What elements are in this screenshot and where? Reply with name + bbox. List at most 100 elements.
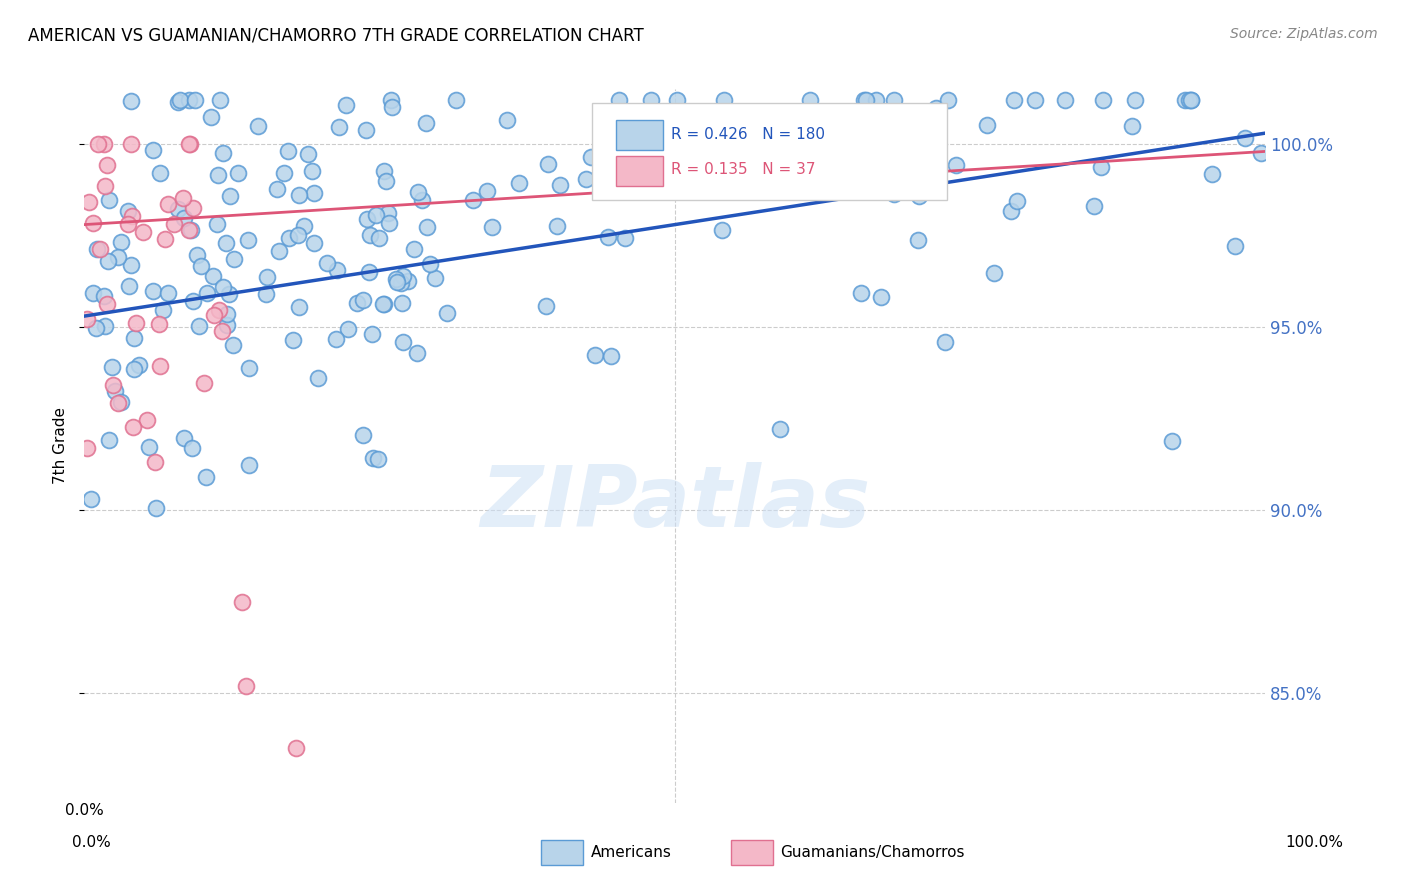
Point [377,206,399,220]
Text: AMERICAN VS GUAMANIAN/CHAMORRO 7TH GRADE CORRELATION CHART: AMERICAN VS GUAMANIAN/CHAMORRO 7TH GRADE… [28,27,644,45]
Point [325,332,347,346]
Point [80,492,103,507]
Point [195,469,218,483]
Point [481,220,503,235]
Point [1161,434,1184,449]
Point [391,268,413,283]
Point [364,208,387,222]
Point [575,172,598,186]
Point [599,349,621,363]
Point [121,209,143,223]
Point [93,137,115,152]
Point [596,230,619,244]
Point [419,257,441,271]
Point [267,244,290,258]
Point [1125,93,1147,107]
Point [177,223,200,237]
Point [335,98,357,112]
Point [1180,93,1202,107]
Point [853,93,876,107]
Point [138,440,160,454]
Point [436,306,458,320]
Point [907,233,929,247]
Point [883,93,905,107]
Point [607,93,630,107]
Point [145,501,167,516]
FancyBboxPatch shape [616,155,664,186]
Point [385,275,408,289]
Point [361,327,384,342]
Point [215,307,238,321]
Point [96,158,118,172]
Point [391,295,413,310]
Point [97,193,120,207]
Point [367,230,389,244]
Point [1091,93,1114,107]
Point [156,197,179,211]
Point [205,217,228,231]
Point [352,293,374,308]
Point [1223,239,1246,253]
Point [200,110,222,124]
Point [1234,131,1257,145]
Point [406,346,429,360]
Point [107,250,129,264]
Point [710,223,733,237]
Point [142,143,165,157]
Point [117,204,139,219]
Point [396,274,419,288]
Point [581,150,603,164]
Point [128,358,150,372]
Point [181,294,204,309]
Point [226,165,249,179]
Point [281,333,304,347]
Point [389,276,412,290]
Point [845,119,868,133]
Point [177,137,200,152]
Point [273,166,295,180]
Point [246,119,269,133]
Point [534,299,557,313]
Point [496,112,519,127]
Point [285,740,308,755]
Point [167,202,190,216]
Point [236,233,259,247]
Point [1121,119,1143,133]
Point [976,118,998,132]
Point [444,93,467,107]
Point [104,384,127,398]
Point [325,263,347,277]
Point [195,286,218,301]
Point [277,145,299,159]
Point [423,270,446,285]
Point [359,228,381,243]
Point [148,317,170,331]
Point [799,93,821,107]
Point [209,93,232,107]
Point [231,594,253,608]
Point [374,174,396,188]
Point [157,286,180,301]
Point [945,158,967,172]
Point [153,231,176,245]
Point [934,334,956,349]
Point [149,166,172,180]
Point [107,396,129,410]
Point [371,296,394,310]
Point [361,451,384,466]
Point [110,235,132,249]
Point [149,359,172,373]
Point [378,217,401,231]
Point [1174,93,1197,107]
Point [302,235,325,250]
Point [666,93,689,107]
Point [177,93,200,107]
Point [207,169,229,183]
Point [125,317,148,331]
Point [94,178,117,193]
Point [301,163,323,178]
Point [983,266,1005,280]
Point [392,335,415,350]
Point [380,100,402,114]
Text: Guamanians/Chamorros: Guamanians/Chamorros [780,846,965,860]
